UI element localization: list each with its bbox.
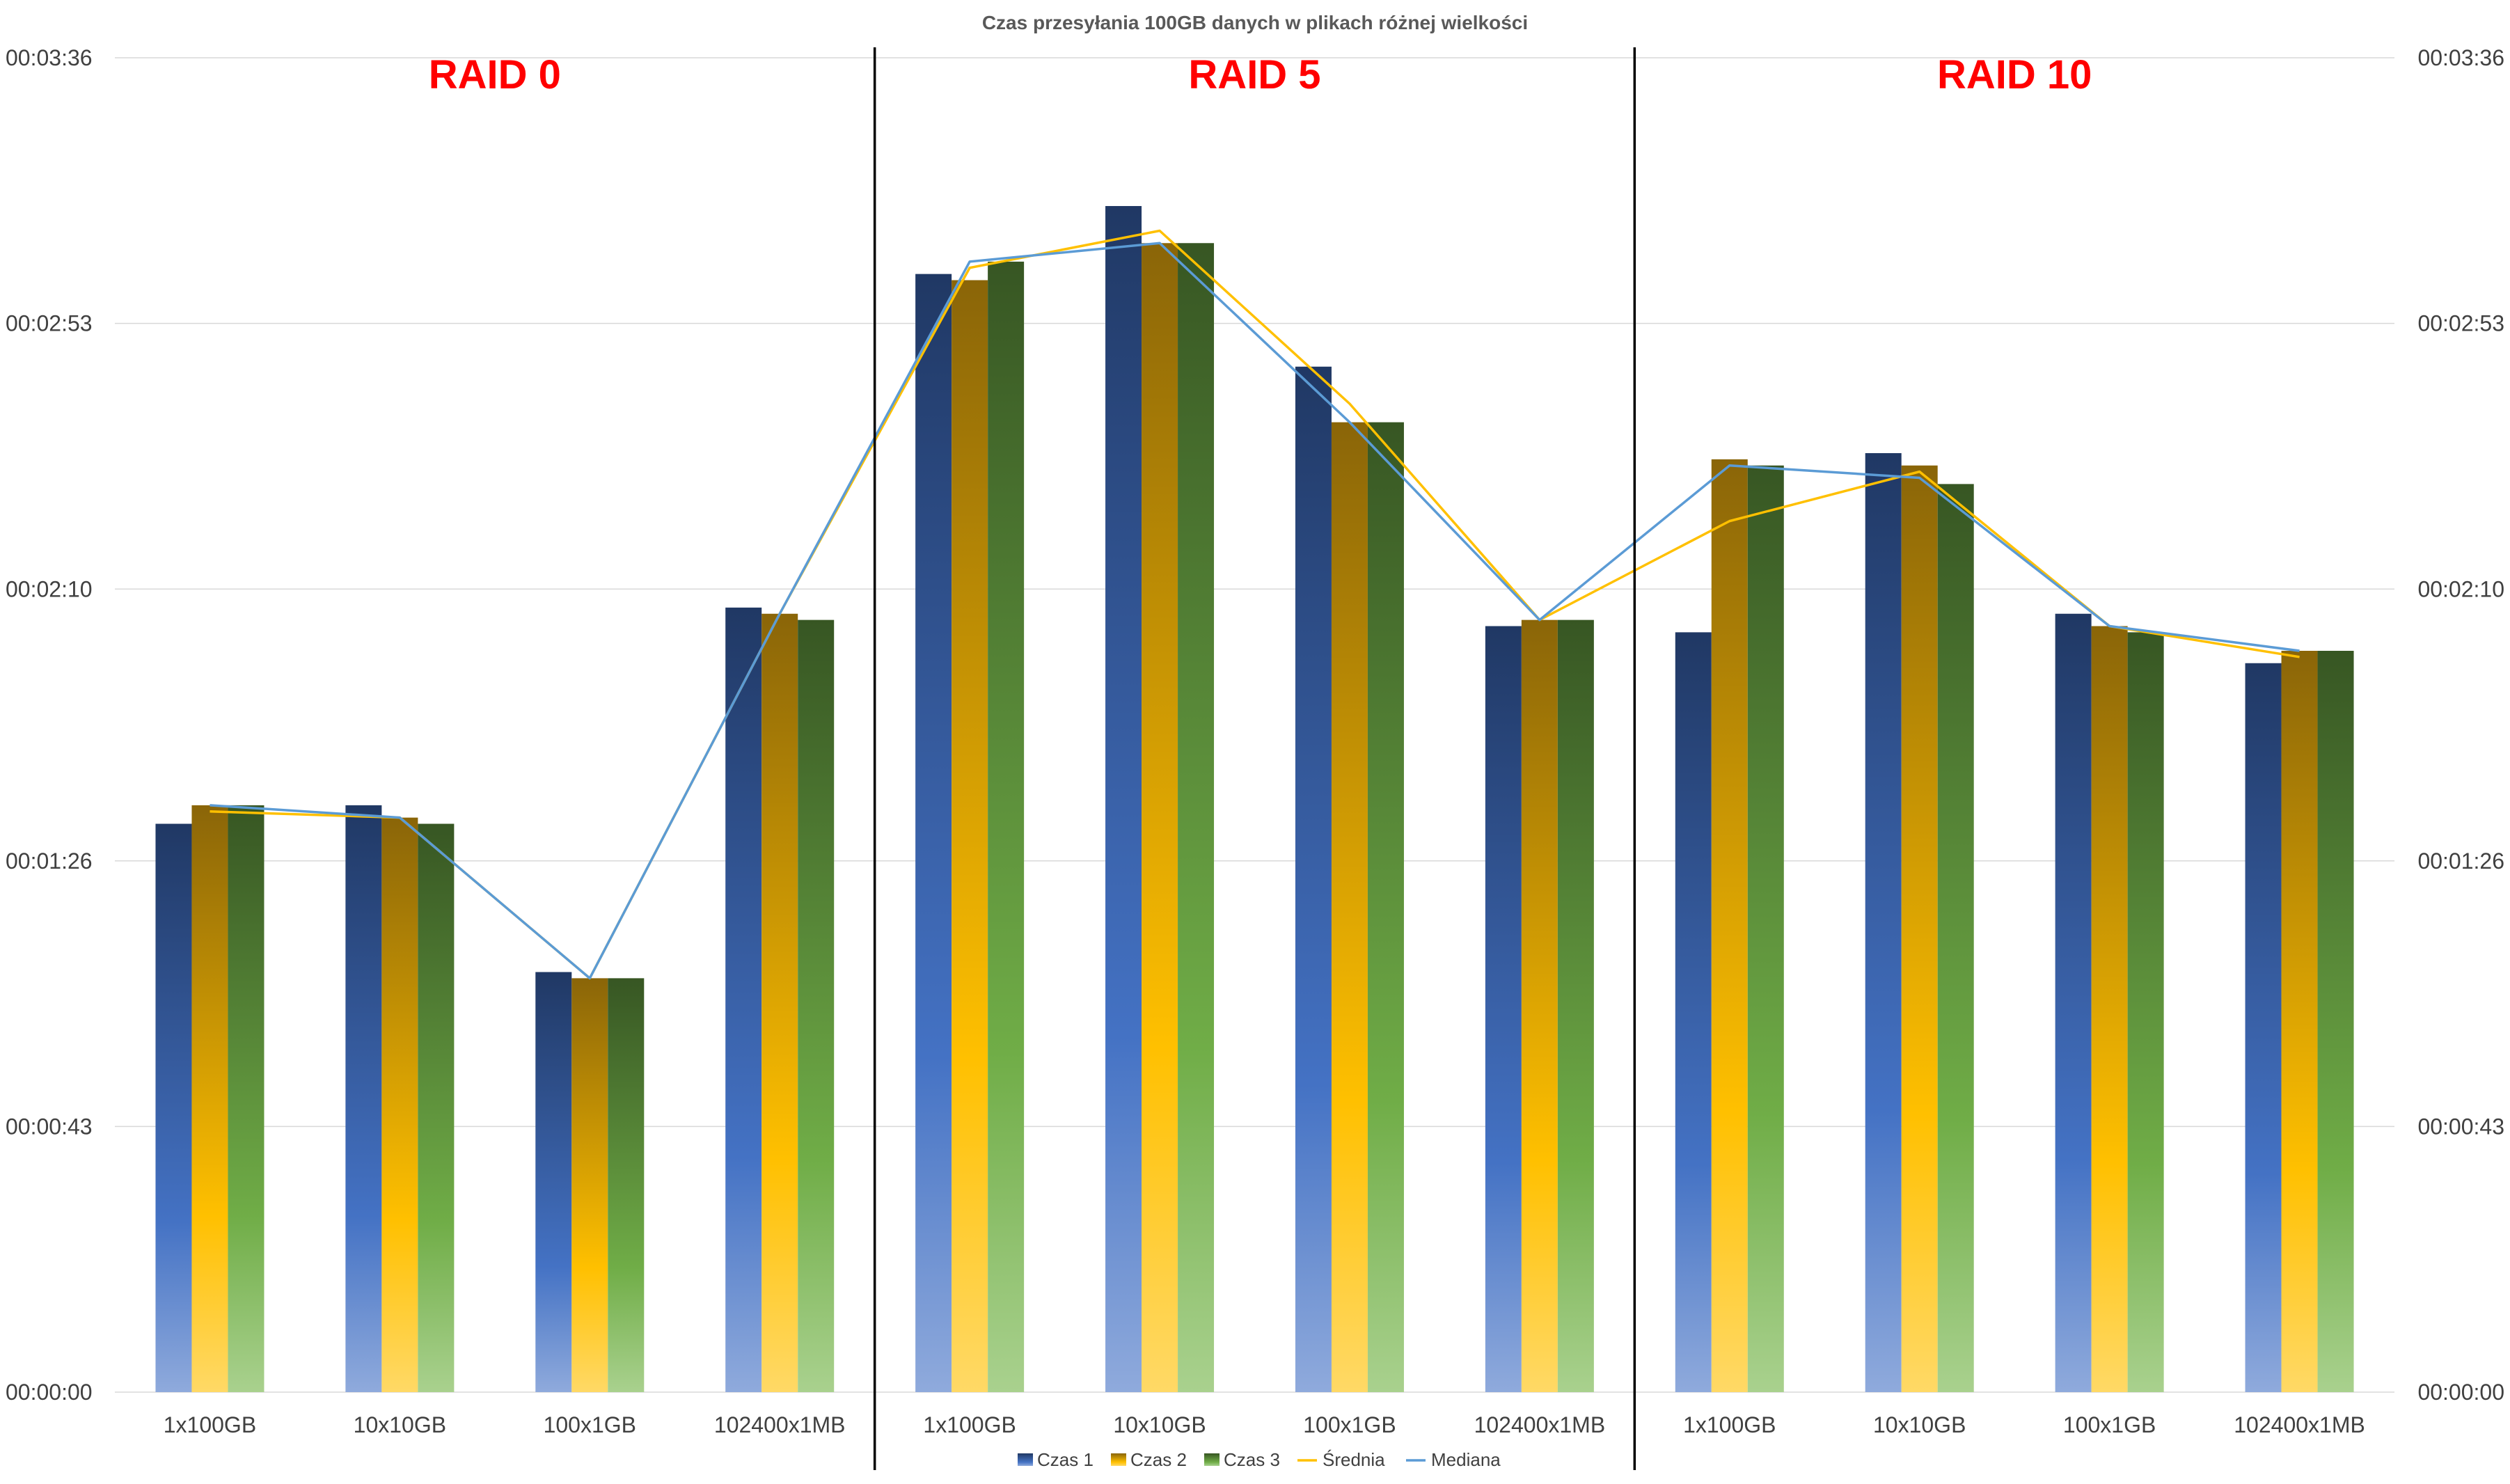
bar-czas-1 xyxy=(1105,206,1142,1392)
bar-czas-3 xyxy=(228,805,265,1392)
bar-czas-2 xyxy=(1521,619,1558,1392)
group-label: RAID 5 xyxy=(1188,52,1320,97)
bar-czas-3 xyxy=(1178,243,1215,1392)
bar-czas-3 xyxy=(798,619,835,1392)
y-tick-label-right: 00:03:36 xyxy=(2417,45,2504,70)
legend-label: Czas 1 xyxy=(1037,1449,1094,1470)
group-labels: RAID 0 RAID 5 RAID 10 xyxy=(429,52,2092,97)
bar-czas-1 xyxy=(2055,613,2092,1392)
bar-czas-1 xyxy=(1865,453,1902,1392)
x-axis-labels: 1x100GB 10x10GB 100x1GB 102400x1MB 1x100GB 10… xyxy=(164,1412,2365,1437)
y-tick-label-right: 00:00:00 xyxy=(2417,1380,2504,1405)
y-axis-left: 00:00:00 00:00:43 00:01:26 00:02:10 00:02:53… xyxy=(6,45,93,1405)
bar-czas-3 xyxy=(1937,484,1974,1392)
y-tick-label-left: 00:01:26 xyxy=(6,848,93,874)
x-tick-label: 1x100GB xyxy=(923,1412,1016,1437)
bar-czas-2 xyxy=(2091,626,2128,1392)
bar-czas-1 xyxy=(535,972,572,1392)
bar-czas-3 xyxy=(988,261,1025,1392)
bar-czas-1 xyxy=(345,805,382,1392)
bar-czas-1 xyxy=(155,823,192,1392)
bar-czas-1 xyxy=(1485,626,1522,1392)
y-tick-label-left: 00:02:10 xyxy=(6,576,93,601)
bar-czas-2 xyxy=(2281,651,2318,1392)
bar-czas-2 xyxy=(191,805,228,1392)
x-tick-label: 10x10GB xyxy=(354,1412,446,1437)
y-tick-label-right: 00:00:43 xyxy=(2417,1114,2504,1139)
line-series xyxy=(210,242,2300,980)
legend: Czas 1 Czas 2 Czas 3 Średnia Mediana xyxy=(1018,1449,1501,1470)
x-tick-label: 1x100GB xyxy=(1683,1412,1776,1437)
bar-czas-2 xyxy=(1331,422,1368,1392)
bar-czas-3 xyxy=(2127,632,2164,1392)
bar-czas-1 xyxy=(2245,663,2282,1392)
bar-czas-1 xyxy=(915,274,952,1392)
bar-czas-1 xyxy=(725,607,762,1392)
x-tick-label: 100x1GB xyxy=(1303,1412,1396,1437)
legend-swatch xyxy=(1018,1453,1033,1466)
bars xyxy=(155,206,2354,1392)
bar-czas-2 xyxy=(952,280,988,1392)
y-axis-right: 00:00:00 00:00:43 00:01:26 00:02:10 00:02:53… xyxy=(2417,45,2504,1405)
x-tick-label: 10x10GB xyxy=(1873,1412,1966,1437)
bar-czas-3 xyxy=(608,978,645,1392)
y-tick-label-right: 00:01:26 xyxy=(2417,848,2504,874)
bar-czas-3 xyxy=(1747,465,1784,1392)
x-tick-label: 1x100GB xyxy=(164,1412,256,1437)
x-tick-label: 100x1GB xyxy=(544,1412,636,1437)
y-tick-label-right: 00:02:53 xyxy=(2417,311,2504,336)
legend-swatch xyxy=(1111,1453,1126,1466)
legend-swatch xyxy=(1204,1453,1220,1466)
x-tick-label: 102400x1MB xyxy=(714,1412,846,1437)
y-tick-label-left: 00:00:00 xyxy=(6,1380,93,1405)
legend-label: Średnia xyxy=(1323,1449,1385,1470)
bar-czas-2 xyxy=(571,978,608,1392)
gridlines xyxy=(115,57,2394,1393)
x-tick-label: 102400x1MB xyxy=(1474,1412,1606,1437)
chart-title: Czas przesyłania 100GB danych w plikach … xyxy=(982,12,1528,33)
legend-label: Czas 2 xyxy=(1130,1449,1187,1470)
x-tick-label: 10x10GB xyxy=(1113,1412,1206,1437)
group-dividers xyxy=(873,47,1636,1470)
bar-czas-3 xyxy=(1367,422,1404,1392)
y-tick-label-left: 00:00:43 xyxy=(6,1114,93,1139)
bar-czas-2 xyxy=(1142,243,1178,1392)
x-tick-label: 102400x1MB xyxy=(2234,1412,2365,1437)
bar-czas-1 xyxy=(1295,366,1332,1392)
bar-czas-3 xyxy=(2317,651,2354,1392)
line-series xyxy=(210,229,2300,980)
y-tick-label-left: 00:02:53 xyxy=(6,311,93,336)
series-lines xyxy=(210,229,2300,980)
legend-label: Mediana xyxy=(1431,1449,1501,1470)
legend-label: Czas 3 xyxy=(1224,1449,1280,1470)
bar-czas-2 xyxy=(381,817,418,1392)
bar-czas-3 xyxy=(1557,619,1594,1392)
group-label: RAID 10 xyxy=(1937,52,2092,97)
bar-czas-3 xyxy=(418,823,455,1392)
x-tick-label: 100x1GB xyxy=(2063,1412,2156,1437)
bar-czas-2 xyxy=(1901,465,1938,1392)
bar-czas-2 xyxy=(761,613,798,1392)
bar-czas-2 xyxy=(1711,459,1748,1392)
y-tick-label-right: 00:02:10 xyxy=(2417,576,2504,601)
group-label: RAID 0 xyxy=(429,52,561,97)
y-tick-label-left: 00:03:36 xyxy=(6,45,93,70)
bar-czas-1 xyxy=(1675,632,1712,1392)
